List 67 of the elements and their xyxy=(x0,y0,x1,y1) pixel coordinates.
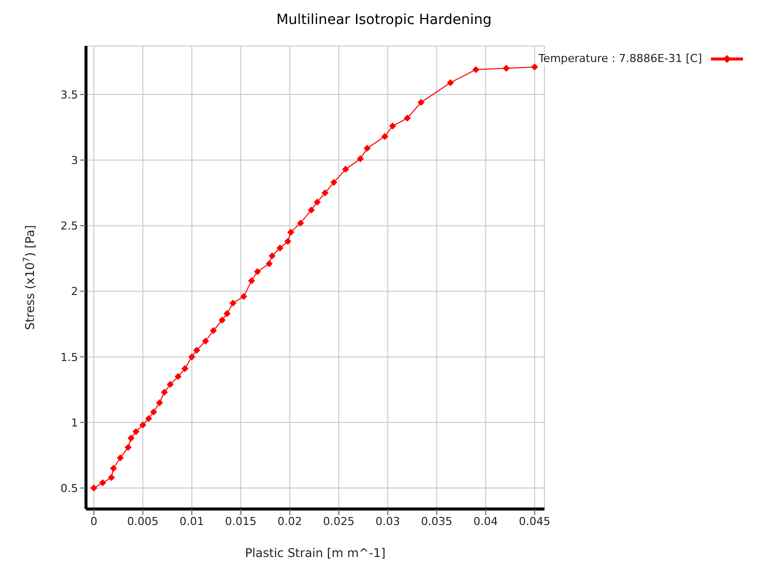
point xyxy=(160,388,168,396)
point xyxy=(404,114,411,122)
point xyxy=(308,206,315,214)
point xyxy=(166,380,174,388)
point xyxy=(297,220,304,227)
point xyxy=(248,277,256,284)
point xyxy=(110,464,117,472)
point xyxy=(145,415,152,422)
point xyxy=(139,422,146,429)
y-tick-label: 1 xyxy=(71,416,78,430)
y-tick-label: 3 xyxy=(71,154,78,168)
x-tick-label: 0.045 xyxy=(518,514,550,528)
point xyxy=(193,346,200,354)
point xyxy=(156,399,163,406)
x-tick-label: 0.015 xyxy=(225,514,257,528)
point xyxy=(276,244,284,252)
point xyxy=(314,198,321,206)
point xyxy=(128,434,135,442)
point xyxy=(254,268,261,276)
x-tick-label: 0.025 xyxy=(322,514,354,528)
point xyxy=(389,122,396,130)
point xyxy=(90,484,98,492)
point xyxy=(218,316,226,324)
point xyxy=(132,428,140,436)
point xyxy=(472,66,480,74)
x-tick-label: 0.03 xyxy=(375,514,400,528)
point xyxy=(381,133,388,140)
x-tick-label: 0.005 xyxy=(127,514,159,528)
point xyxy=(229,300,236,307)
x-tick-label: 0 xyxy=(90,514,98,528)
point xyxy=(446,79,454,86)
point xyxy=(330,178,338,186)
point xyxy=(418,98,425,106)
point xyxy=(124,444,132,451)
y-tick-label: 0.5 xyxy=(60,482,78,495)
x-tick-label: 0.02 xyxy=(278,514,302,528)
point xyxy=(287,228,294,236)
point xyxy=(99,479,106,486)
x-axis-title: Plastic Strain [m m^-1] xyxy=(244,546,386,560)
point xyxy=(116,454,124,462)
point xyxy=(356,155,364,162)
x-tick-label: 0.035 xyxy=(420,514,452,528)
point xyxy=(266,260,273,268)
point xyxy=(268,252,276,260)
point xyxy=(364,144,371,152)
x-tick-label: 0.04 xyxy=(473,514,498,528)
y-tick-label: 3.5 xyxy=(60,88,78,102)
point xyxy=(181,365,188,372)
chart-title: Multilinear Isotropic Hardening xyxy=(275,11,493,30)
point xyxy=(284,238,292,245)
point xyxy=(224,310,231,318)
y-tick-label: 2 xyxy=(71,285,78,298)
x-tick-label: 0.01 xyxy=(180,514,204,528)
point xyxy=(150,408,158,416)
point xyxy=(240,293,248,300)
point xyxy=(502,64,510,72)
point xyxy=(188,353,196,360)
legend-label: Temperature : 7.8886E-31 [C] xyxy=(538,52,702,65)
point xyxy=(202,338,210,345)
point xyxy=(322,189,329,196)
point xyxy=(531,63,538,70)
point xyxy=(210,327,217,334)
point xyxy=(342,166,350,173)
y-tick-label: 1.5 xyxy=(60,350,78,364)
point xyxy=(174,373,182,380)
point xyxy=(108,474,115,482)
y-tick-label: 2.5 xyxy=(60,220,78,233)
